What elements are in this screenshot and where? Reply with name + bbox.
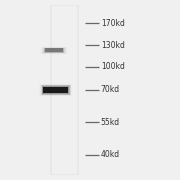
Text: 55kd: 55kd: [101, 118, 120, 127]
Text: 100kd: 100kd: [101, 62, 125, 71]
Bar: [43, 87, 68, 93]
Bar: [41, 47, 67, 54]
Bar: [44, 48, 64, 53]
Text: 70kd: 70kd: [101, 86, 120, 94]
Bar: [42, 85, 70, 95]
Bar: [41, 47, 67, 54]
Bar: [42, 86, 69, 94]
Bar: [43, 48, 65, 53]
Bar: [52, 6, 77, 174]
Bar: [42, 47, 66, 54]
Bar: [39, 83, 73, 97]
Bar: [50, 5, 79, 175]
Bar: [45, 48, 63, 52]
Text: 170kd: 170kd: [101, 19, 125, 28]
Bar: [40, 46, 68, 55]
Bar: [43, 87, 68, 93]
Text: 130kd: 130kd: [101, 40, 125, 50]
Bar: [40, 84, 71, 96]
Bar: [45, 48, 63, 52]
Bar: [38, 82, 74, 98]
Bar: [41, 85, 71, 95]
Bar: [39, 84, 72, 96]
Text: 40kd: 40kd: [101, 150, 120, 159]
Bar: [44, 48, 64, 53]
